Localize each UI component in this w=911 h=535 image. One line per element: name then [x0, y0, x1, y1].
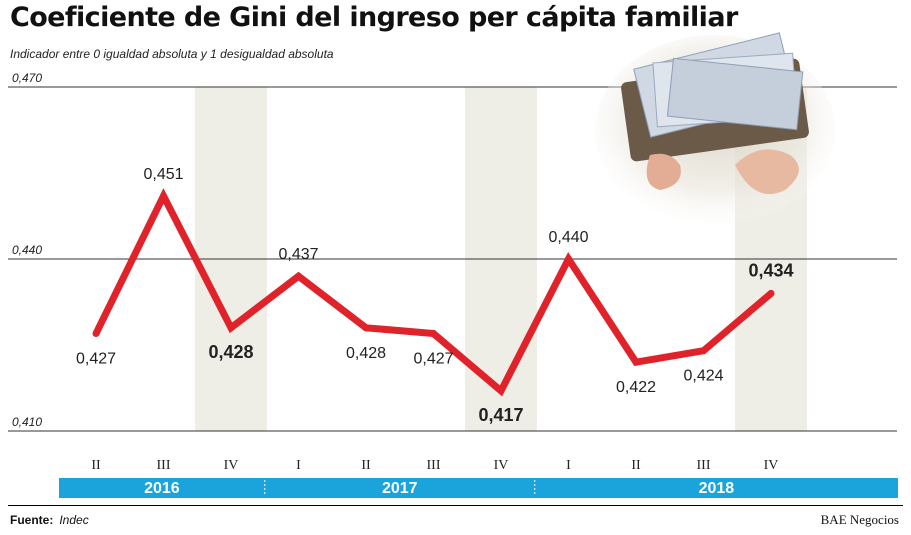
brand-logo: BAE Negocios [820, 512, 899, 527]
quarter-label-11: IV [764, 458, 779, 473]
data-point-1 [92, 330, 100, 338]
quarter-label-9: II [631, 458, 641, 473]
value-label-4: 0,437 [278, 246, 318, 263]
chart-subtitle: Indicador entre 0 igualdad absoluta y 1 … [10, 47, 334, 61]
gini-line-chart: 0,410 0,440 0,470 0,427 0,451 0,428 0,437 0,42… [8, 32, 898, 498]
data-point-6 [430, 330, 437, 338]
quarter-label-3: IV [224, 458, 239, 473]
quarter-label-8: I [566, 458, 571, 473]
data-point-11 [767, 289, 775, 297]
source-note: Fuente: Indec [10, 513, 89, 527]
data-point-7 [497, 387, 505, 395]
value-label-11: 0,434 [748, 260, 793, 280]
data-point-9 [632, 358, 640, 366]
chart-title: Coeficiente de Gini del ingreso per cápi… [10, 2, 738, 33]
value-label-10: 0,424 [683, 368, 723, 385]
value-label-1: 0,427 [76, 351, 116, 368]
quarter-label-6: III [427, 458, 441, 473]
y-tick-label: 0,470 [12, 71, 42, 85]
value-label-6: 0,427 [413, 351, 453, 368]
data-point-2 [160, 192, 167, 200]
quarter-label-10: III [697, 458, 711, 473]
quarter-label-5: II [361, 458, 371, 473]
value-label-9: 0,422 [616, 379, 656, 396]
source-label: Fuente: [10, 513, 54, 527]
year-label-2018: 2018 [699, 480, 735, 497]
value-label-3: 0,428 [208, 342, 253, 362]
wallet-photo [595, 32, 835, 225]
y-tick-label: 0,440 [12, 243, 42, 257]
value-label-5: 0,428 [346, 345, 386, 362]
quarter-label-4: I [296, 458, 301, 473]
quarter-label-1: II [91, 458, 101, 473]
value-label-7: 0,417 [478, 405, 523, 425]
footer-divider [8, 505, 903, 506]
y-tick-label: 0,410 [12, 415, 42, 429]
value-label-8: 0,440 [548, 229, 588, 246]
quarter-label-7: IV [494, 458, 509, 473]
data-point-10 [700, 347, 707, 355]
source-value: Indec [59, 513, 89, 527]
value-label-2: 0,451 [143, 166, 183, 183]
data-point-3 [227, 324, 235, 332]
year-label-2017: 2017 [382, 480, 418, 497]
year-bar [59, 478, 898, 498]
year-label-2016: 2016 [144, 480, 180, 497]
data-point-5 [362, 324, 370, 332]
data-point-4 [295, 272, 302, 280]
quarter-label-2: III [157, 458, 171, 473]
data-point-8 [565, 255, 572, 263]
